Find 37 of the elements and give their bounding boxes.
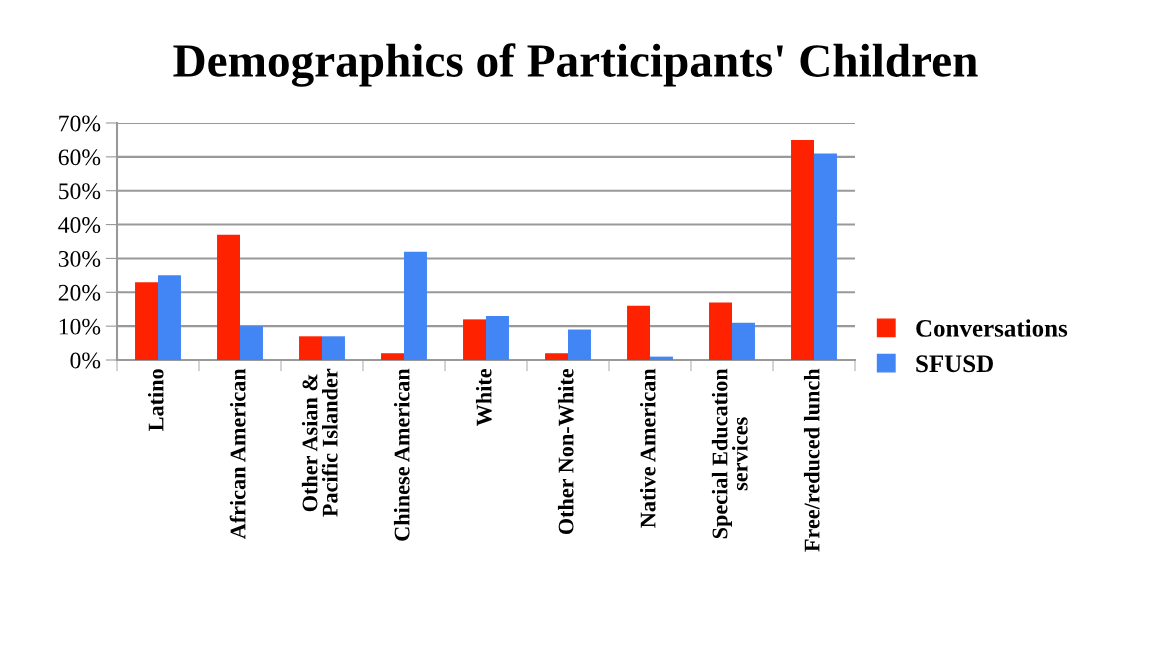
x-tick-label: Latino	[147, 369, 164, 431]
y-tick-label: 60%	[58, 149, 101, 166]
bar	[545, 353, 568, 360]
bar	[217, 234, 240, 360]
bar	[791, 139, 814, 360]
y-tick-label: 50%	[59, 183, 101, 200]
x-tick-label: African American	[229, 368, 246, 540]
x-tick-label: Special Education services	[711, 368, 748, 539]
bar	[627, 305, 650, 360]
x-tick-label: Native American	[639, 368, 656, 528]
bar	[404, 251, 427, 360]
bar	[299, 336, 322, 360]
x-tick-label: Chinese American	[393, 368, 410, 541]
x-tick-label: Other Asian & Pacific Islander	[301, 368, 338, 517]
bar	[486, 315, 509, 360]
y-tick-label: 20%	[58, 284, 101, 301]
legend-label: SFUSD	[916, 355, 993, 373]
x-tick-label: Other Non-White	[557, 368, 574, 535]
bar	[732, 322, 755, 360]
y-tick-label: 10%	[59, 318, 101, 335]
bar	[240, 326, 263, 360]
bar	[135, 282, 158, 360]
bar	[381, 353, 404, 360]
y-tick-label: 0%	[70, 352, 101, 369]
y-tick-label: 70%	[59, 115, 101, 132]
bar	[814, 153, 837, 360]
x-tick-label: Free/reduced lunch	[803, 368, 820, 552]
bar	[322, 336, 345, 360]
bar	[568, 329, 591, 360]
bar	[463, 319, 486, 360]
y-tick-label: 30%	[58, 250, 101, 267]
bar	[709, 302, 732, 360]
legend-label: Conversations	[916, 319, 1068, 337]
x-tick-label: White	[475, 368, 492, 427]
bar	[158, 275, 181, 360]
chart-title: Demographics of Participants' Children	[173, 43, 978, 87]
y-tick-label: 40%	[58, 217, 101, 234]
